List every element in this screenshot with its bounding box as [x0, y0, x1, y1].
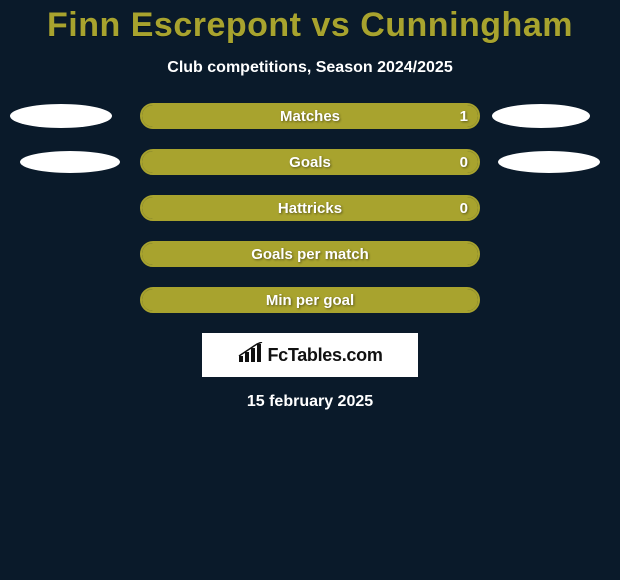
stat-bar	[140, 195, 480, 221]
player-ellipse	[20, 151, 120, 173]
player-ellipse	[492, 104, 590, 128]
logo-chart-icon	[237, 342, 263, 369]
stat-row: Min per goal	[0, 287, 620, 313]
stat-row: Goals per match	[0, 241, 620, 267]
date-text: 15 february 2025	[0, 393, 620, 411]
stat-bar-fill	[142, 105, 478, 127]
stat-rows: Matches1Goals0Hattricks0Goals per matchM…	[0, 103, 620, 313]
page-title: Finn Escrepont vs Cunningham	[0, 6, 620, 45]
stat-row: Hattricks0	[0, 195, 620, 221]
stat-bar-fill	[142, 243, 478, 265]
stat-bar-fill	[142, 197, 478, 219]
player-ellipse	[498, 151, 600, 173]
player-ellipse	[10, 104, 112, 128]
stat-bar	[140, 103, 480, 129]
comparison-card: Finn Escrepont vs Cunningham Club compet…	[0, 0, 620, 580]
stat-bar	[140, 241, 480, 267]
stat-bar	[140, 287, 480, 313]
stat-bar-fill	[142, 151, 478, 173]
stat-bar-fill	[142, 289, 478, 311]
logo-text: FcTables.com	[267, 345, 382, 366]
page-subtitle: Club competitions, Season 2024/2025	[0, 59, 620, 77]
logo-box: FcTables.com	[202, 333, 418, 377]
stat-bar	[140, 149, 480, 175]
